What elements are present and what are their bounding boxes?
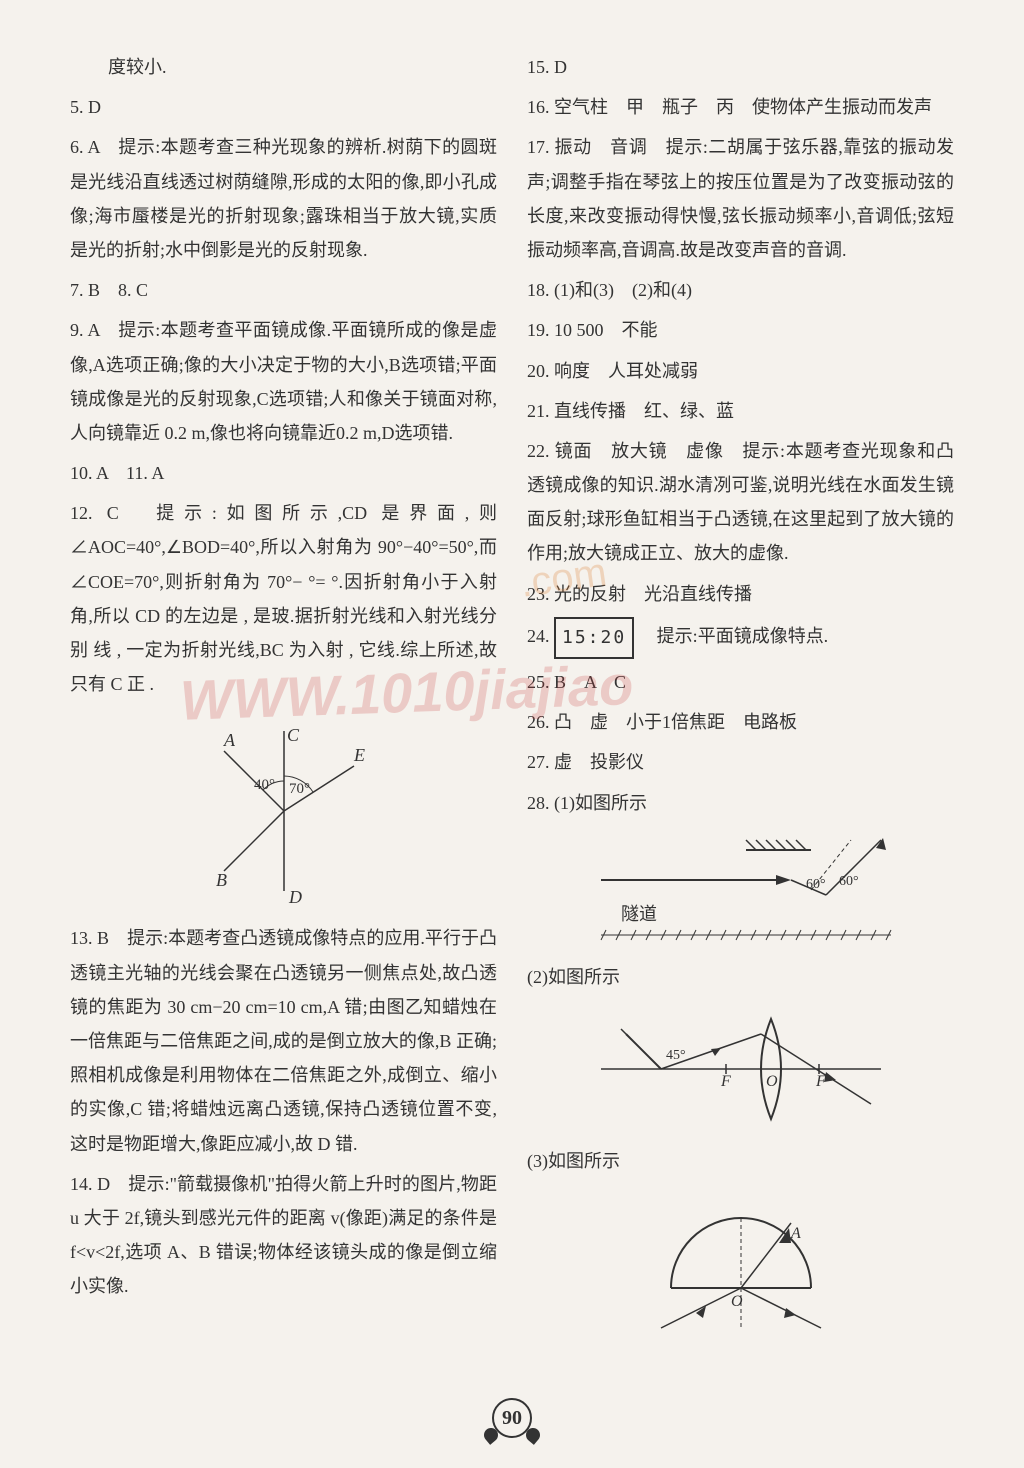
answer-18: 18. (1)和(3) (2)和(4) [527, 273, 954, 307]
svg-text:隧道: 隧道 [621, 904, 657, 924]
svg-text:D: D [288, 887, 302, 907]
tunnel-mirror-diagram: 60° 60° 隧道 [581, 830, 901, 950]
answer-28-2: (2)如图所示 [527, 960, 954, 994]
answer-7-8: 7. B 8. C [70, 273, 497, 307]
lcd-display: 15:20 [554, 617, 634, 659]
page-number-badge: 90 [492, 1398, 532, 1438]
lens-diagram: 45° F O F [591, 1004, 891, 1134]
svg-text:B: B [216, 870, 227, 890]
svg-text:C: C [287, 725, 300, 745]
continuation-text: 度较小. [70, 50, 497, 84]
answer-15: 15. D [527, 50, 954, 84]
answer-28-1: 28. (1)如图所示 [527, 786, 954, 820]
svg-text:70°: 70° [289, 781, 310, 797]
svg-text:O: O [766, 1073, 778, 1090]
answer-19: 19. 10 500 不能 [527, 313, 954, 347]
answer-5: 5. D [70, 90, 497, 124]
svg-text:45°: 45° [666, 1048, 686, 1063]
semicircle-diagram: A O [631, 1188, 851, 1338]
answer-24: 24. 15:20 提示:平面镜成像特点. [527, 617, 954, 659]
answer-23: 23. 光的反射 光沿直线传播 [527, 577, 954, 611]
svg-text:60°: 60° [806, 877, 826, 892]
svg-text:A: A [790, 1225, 801, 1242]
two-column-layout: 度较小. 5. D 6. A 提示:本题考查三种光现象的辨析.树荫下的圆斑是光线… [70, 50, 954, 1348]
svg-text:F: F [720, 1073, 731, 1090]
answer-17: 17. 振动 音调 提示:二胡属于弦乐器,靠弦的振动发声;调整手指在琴弦上的按压… [527, 130, 954, 267]
svg-text:60°: 60° [839, 874, 859, 889]
answer-26: 26. 凸 虚 小于1倍焦距 电路板 [527, 705, 954, 739]
ray-diagram-12: A C E B D 40° 70° [184, 711, 384, 911]
answer-16: 16. 空气柱 甲 瓶子 丙 使物体产生振动而发声 [527, 90, 954, 124]
answer-12: 12. C 提示:如图所示,CD 是界面,则∠AOC=40°,∠BOD=40°,… [70, 496, 497, 701]
answer-21: 21. 直线传播 红、绿、蓝 [527, 394, 954, 428]
svg-text:A: A [223, 730, 236, 750]
answer-14: 14. D 提示:"箭载摄像机"拍得火箭上升时的图片,物距 u 大于 2f,镜头… [70, 1167, 497, 1304]
answer-10-11: 10. A 11. A [70, 456, 497, 490]
right-column: 15. D 16. 空气柱 甲 瓶子 丙 使物体产生振动而发声 17. 振动 音… [527, 50, 954, 1348]
answer-24-suffix: 提示:平面镜成像特点. [639, 626, 829, 646]
page-number: 90 [492, 1398, 532, 1438]
answer-13: 13. B 提示:本题考查凸透镜成像特点的应用.平行于凸透镜主光轴的光线会聚在凸… [70, 921, 497, 1160]
answer-27: 27. 虚 投影仪 [527, 745, 954, 779]
left-column: 度较小. 5. D 6. A 提示:本题考查三种光现象的辨析.树荫下的圆斑是光线… [70, 50, 497, 1348]
svg-text:E: E [353, 745, 365, 765]
answer-28-3: (3)如图所示 [527, 1144, 954, 1178]
answer-24-prefix: 24. [527, 626, 554, 646]
answer-25: 25. B A C [527, 665, 954, 699]
answer-6: 6. A 提示:本题考查三种光现象的辨析.树荫下的圆斑是光线沿直线透过树荫缝隙,… [70, 130, 497, 267]
svg-text:O: O [731, 1293, 743, 1310]
answer-22: 22. 镜面 放大镜 虚像 提示:本题考查光现象和凸透镜成像的知识.湖水清冽可鉴… [527, 434, 954, 571]
svg-text:F: F [815, 1073, 826, 1090]
svg-text:40°: 40° [254, 777, 275, 793]
answer-20: 20. 响度 人耳处减弱 [527, 354, 954, 388]
answer-9: 9. A 提示:本题考查平面镜成像.平面镜所成的像是虚像,A选项正确;像的大小决… [70, 313, 497, 450]
